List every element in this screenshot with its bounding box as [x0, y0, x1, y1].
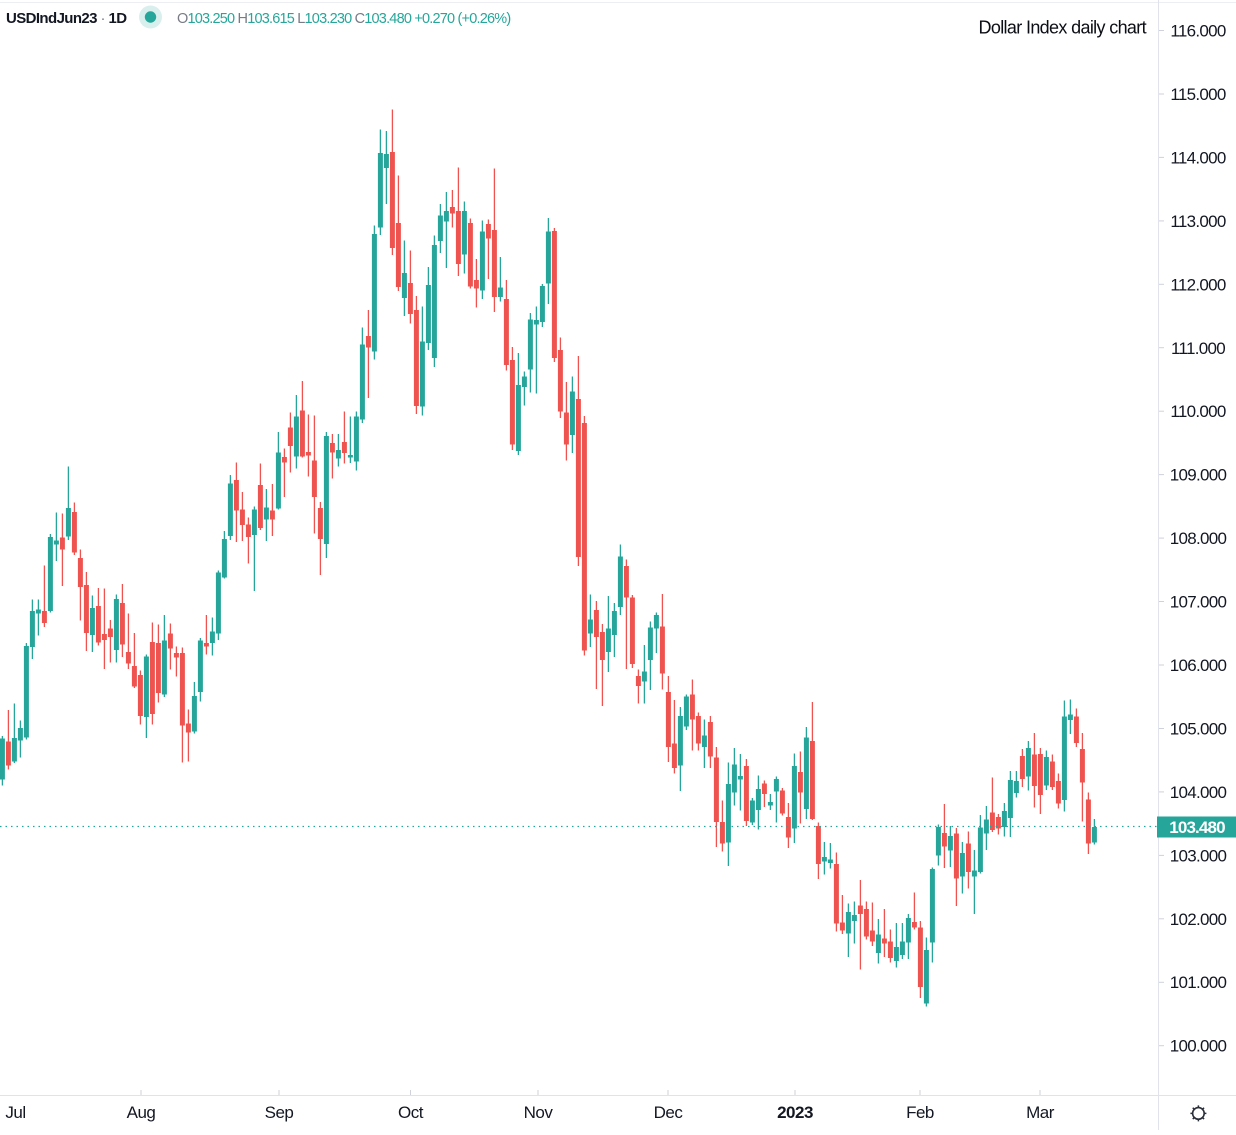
svg-text:Feb: Feb [906, 1103, 934, 1122]
svg-text:107.000: 107.000 [1170, 593, 1227, 612]
svg-text:112.000: 112.000 [1170, 275, 1226, 294]
svg-text:2023: 2023 [777, 1103, 813, 1122]
svg-text:Mar: Mar [1026, 1103, 1055, 1122]
svg-text:Dec: Dec [654, 1103, 684, 1122]
svg-text:110.000: 110.000 [1170, 402, 1226, 421]
svg-text:115.000: 115.000 [1170, 85, 1226, 104]
svg-text:Sep: Sep [265, 1103, 294, 1122]
svg-text:114.000: 114.000 [1170, 148, 1226, 167]
svg-text:111.000: 111.000 [1171, 339, 1225, 358]
svg-text:O103.250 H103.615 L103.230 C10: O103.250 H103.615 L103.230 C103.480 +0.2… [177, 11, 510, 27]
svg-text:113.000: 113.000 [1170, 212, 1226, 231]
svg-text:108.000: 108.000 [1170, 529, 1227, 548]
svg-text:Aug: Aug [127, 1103, 156, 1122]
svg-text:103.000: 103.000 [1170, 846, 1227, 865]
svg-text:Nov: Nov [524, 1103, 554, 1122]
svg-text:100.000: 100.000 [1170, 1037, 1227, 1056]
svg-text:USDIndJun23 · 1D: USDIndJun23 · 1D [6, 10, 127, 27]
svg-text:Oct: Oct [398, 1103, 424, 1122]
svg-text:109.000: 109.000 [1170, 466, 1227, 485]
svg-text:116.000: 116.000 [1170, 22, 1226, 41]
svg-text:Dollar Index daily chart: Dollar Index daily chart [979, 18, 1147, 38]
svg-text:104.000: 104.000 [1170, 783, 1227, 802]
svg-text:Jul: Jul [5, 1103, 25, 1122]
svg-text:102.000: 102.000 [1170, 910, 1227, 929]
svg-text:103.480: 103.480 [1169, 818, 1225, 837]
svg-text:105.000: 105.000 [1170, 720, 1227, 739]
svg-text:106.000: 106.000 [1170, 656, 1227, 675]
svg-text:101.000: 101.000 [1170, 973, 1227, 992]
